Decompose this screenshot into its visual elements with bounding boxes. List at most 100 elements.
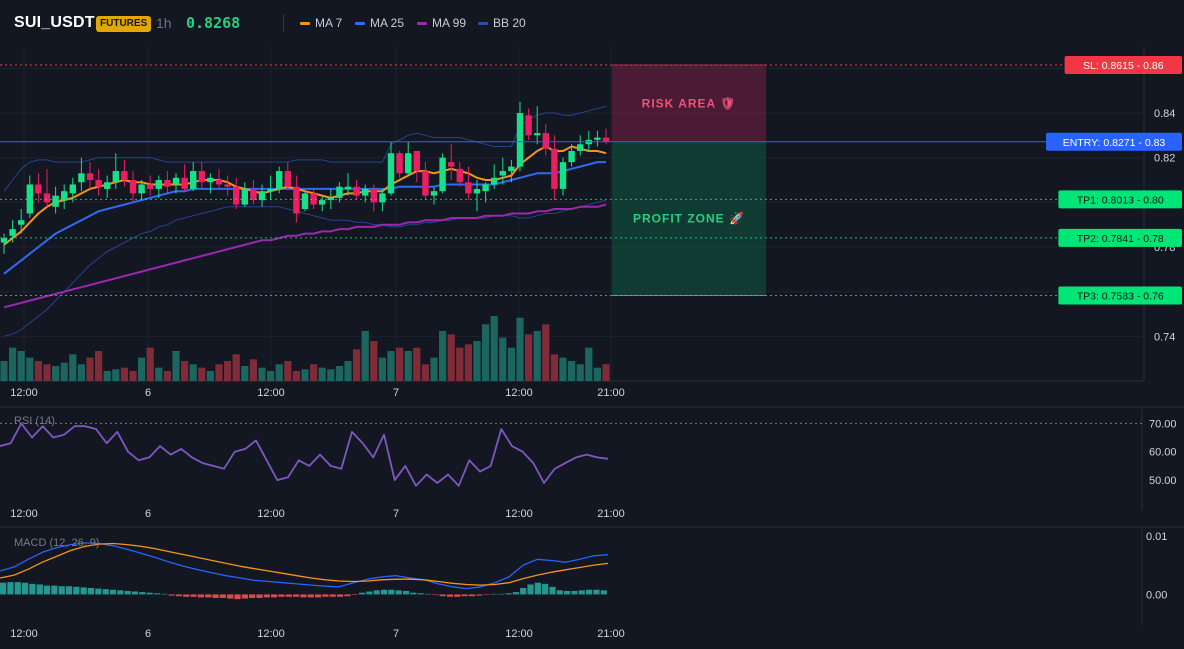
macd-histogram-bar	[183, 594, 190, 597]
macd-histogram-bar	[21, 582, 29, 595]
macd-histogram-bar	[512, 592, 519, 595]
time-tick-label: 6	[145, 628, 151, 640]
macd-histogram-bar	[307, 594, 314, 598]
volume-bar	[396, 347, 404, 381]
legend-ma25[interactable]: MA 25	[355, 16, 404, 30]
candle-body	[482, 184, 489, 192]
macd-histogram-bar	[205, 594, 212, 598]
volume-bar	[327, 369, 335, 381]
candle-body	[95, 180, 102, 187]
candle-body	[379, 193, 386, 203]
macd-histogram-bar	[7, 582, 14, 595]
sl-tag: SL: 0.8615 - 0.86	[1064, 55, 1182, 74]
macd-histogram-bar	[43, 585, 51, 595]
volume-bar	[275, 364, 283, 381]
time-tick-label: 12:00	[10, 508, 38, 520]
candle-body	[525, 115, 532, 136]
macd-histogram-bar	[117, 590, 124, 595]
volume-bar	[0, 361, 8, 381]
macd-histogram-bar	[476, 594, 483, 596]
macd-histogram-bar	[29, 583, 36, 595]
volume-bar	[344, 361, 352, 381]
tp2-tag: TP2: 0.7841 - 0.78	[1058, 228, 1182, 247]
volume-bar	[52, 366, 60, 381]
candle-body	[138, 184, 145, 194]
candle-body	[405, 153, 412, 174]
macd-histogram-bar	[95, 588, 102, 595]
volume-bar	[593, 367, 601, 381]
macd-histogram-bar	[564, 590, 571, 595]
candle-body	[387, 153, 395, 194]
legend-ma7[interactable]: MA 7	[300, 16, 342, 30]
macd-histogram-bar	[139, 592, 146, 595]
candle-body	[129, 180, 137, 194]
macd-histogram-bar	[80, 587, 87, 595]
macd-histogram-bar	[549, 586, 556, 595]
candle-body	[551, 148, 558, 189]
macd-histogram-bar	[58, 586, 65, 595]
volume-bar	[112, 369, 120, 381]
rsi-tick-label: 50.00	[1149, 475, 1177, 487]
legend-ma25-label: MA 25	[370, 16, 405, 30]
bb20-swatch	[478, 21, 488, 25]
macd-histogram-bar	[556, 590, 563, 595]
volume-bar	[129, 371, 137, 381]
symbol-title[interactable]: SUI_USDT	[14, 14, 95, 31]
volume-bar	[559, 357, 567, 381]
legend-bb20[interactable]: BB 20	[478, 16, 526, 30]
candle-body	[172, 177, 180, 185]
macd-histogram-bar	[454, 594, 461, 597]
timeframe-label[interactable]: 1h	[156, 15, 172, 31]
candle-body	[542, 133, 549, 149]
macd-histogram-bar	[336, 594, 344, 597]
macd-histogram-bar	[146, 592, 153, 595]
time-tick-label: 12:00	[10, 628, 38, 640]
last-price: 0.8268	[186, 14, 241, 32]
macd-histogram-bar	[131, 591, 139, 595]
volume-bar	[69, 354, 77, 381]
risk-area-label: RISK AREA 🛡	[642, 96, 737, 110]
futures-badge: FUTURES	[96, 16, 152, 32]
macd-histogram-bar	[73, 586, 80, 595]
macd-histogram-bar	[36, 584, 43, 595]
candle-body	[155, 180, 162, 189]
entry-tag-bg	[1046, 132, 1182, 151]
candle-body	[456, 168, 463, 183]
candle-body	[473, 188, 481, 194]
macd-histogram-bar	[227, 594, 234, 599]
macd-histogram-bar	[534, 582, 541, 595]
candle-body	[577, 144, 584, 151]
volume-bar	[241, 366, 249, 381]
macd-histogram-bar	[410, 592, 417, 595]
time-tick-label: 7	[393, 628, 399, 640]
price-tick-label: 0.82	[1154, 153, 1175, 165]
ma7-swatch	[300, 21, 310, 25]
macd-histogram-bar	[373, 590, 380, 595]
bb-lower-line	[3, 199, 607, 337]
volume-bar	[335, 366, 343, 381]
volume-bar	[533, 331, 541, 381]
time-tick-label: 12:00	[257, 628, 285, 640]
time-tick-label: 12:00	[257, 387, 285, 399]
macd-histogram-bar	[600, 590, 607, 595]
macd-histogram-bar	[65, 586, 73, 595]
macd-signal-line	[0, 542, 609, 586]
candle-body	[516, 113, 524, 167]
macd-histogram-bar	[446, 594, 454, 597]
macd-histogram-bar	[351, 594, 358, 596]
macd-histogram-bar	[593, 589, 600, 595]
tp1-tag: TP1: 0.8013 - 0.80	[1058, 190, 1182, 209]
time-tick-label: 12:00	[505, 628, 533, 640]
legend-ma99[interactable]: MA 99	[417, 16, 466, 30]
candle-body	[396, 153, 403, 174]
candle-body	[568, 150, 575, 163]
candle-body	[284, 171, 291, 187]
time-tick-label: 21:00	[597, 628, 625, 640]
candle-body	[353, 186, 360, 196]
macd-histogram-bar	[366, 591, 373, 595]
candle-body	[362, 188, 369, 196]
volume-bar	[473, 341, 481, 381]
candle-body	[336, 186, 343, 198]
volume-bar	[482, 324, 490, 381]
